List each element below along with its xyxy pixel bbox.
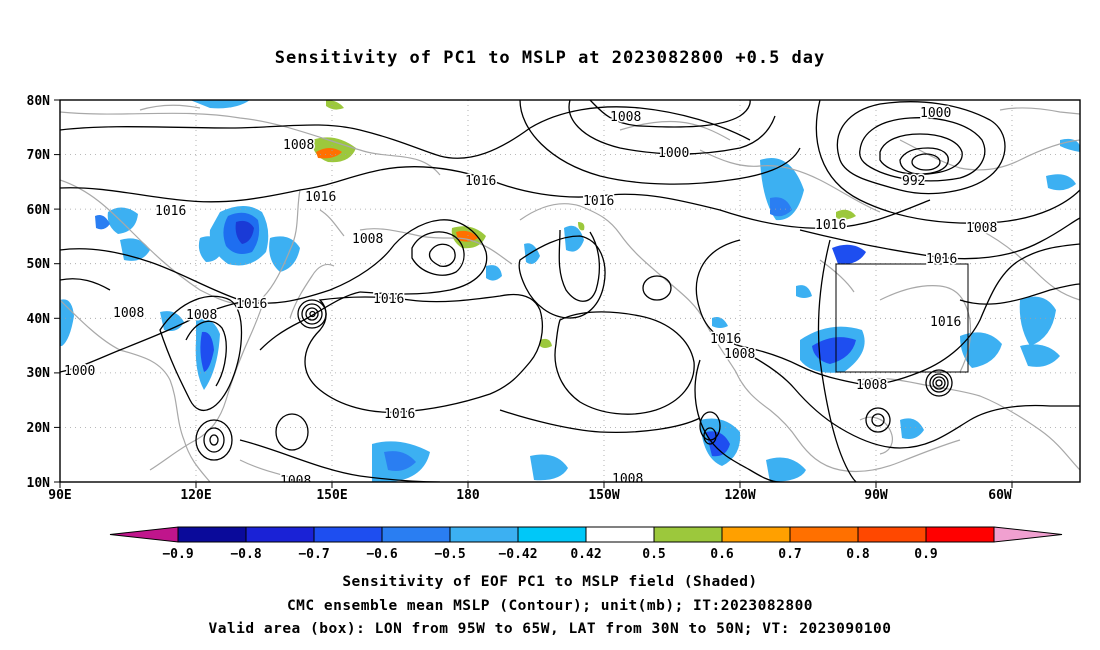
colorbar-swatch bbox=[245, 526, 315, 543]
contour-label: 1016 bbox=[815, 218, 846, 233]
colorbar-swatch bbox=[721, 526, 791, 543]
lon-label: 180 bbox=[456, 488, 480, 503]
contour-label: 1008 bbox=[280, 474, 311, 489]
colorbar-max-arrow bbox=[993, 526, 1063, 543]
colorbar-swatch bbox=[789, 526, 859, 543]
contour-label: 1016 bbox=[465, 174, 496, 189]
contour-label: 992 bbox=[902, 174, 925, 189]
lon-label: 60W bbox=[988, 488, 1012, 503]
contour-label: 1016 bbox=[236, 297, 267, 312]
plot-frame bbox=[59, 99, 1081, 483]
lat-label: 20N bbox=[27, 421, 51, 436]
contour-label: 1008 bbox=[966, 221, 997, 236]
contour-label: 1016 bbox=[930, 315, 961, 330]
contour-label: 1016 bbox=[305, 190, 336, 205]
colorbar-swatch bbox=[177, 526, 247, 543]
colorbar-swatch bbox=[857, 526, 927, 543]
contour-label: 1008 bbox=[856, 378, 887, 393]
colorbar-swatch bbox=[517, 526, 587, 543]
longitude-labels: 90E 120E 150E 180 150W 120W 90W 60W bbox=[48, 488, 1012, 503]
colorbar-label: −0.42 bbox=[498, 547, 537, 562]
valid-area-box bbox=[835, 263, 969, 373]
shaded-sensitivity bbox=[60, 100, 1080, 482]
colorbar-label: −0.8 bbox=[230, 547, 261, 562]
colorbar-label: −0.7 bbox=[298, 547, 329, 562]
contour-label: 1016 bbox=[710, 332, 741, 347]
axis-ticks bbox=[54, 99, 1013, 488]
latitude-labels: 80N 70N 60N 50N 40N 30N 20N 10N bbox=[27, 94, 51, 491]
contour-label: 1016 bbox=[583, 194, 614, 209]
colorbar-label: −0.9 bbox=[162, 547, 193, 562]
lat-label: 50N bbox=[27, 257, 51, 272]
contour-label: 1008 bbox=[186, 308, 217, 323]
coastlines bbox=[60, 104, 1080, 482]
colorbar-label: 0.6 bbox=[710, 547, 734, 562]
lat-label: 60N bbox=[27, 203, 51, 218]
contour-label: 1008 bbox=[352, 232, 383, 247]
lon-label: 120W bbox=[724, 488, 755, 503]
colorbar-swatch bbox=[653, 526, 723, 543]
colorbar-swatch bbox=[925, 526, 995, 543]
contour-label: 1008 bbox=[612, 472, 643, 487]
contour-label: 1000 bbox=[64, 364, 95, 379]
contour-label: 1016 bbox=[373, 292, 404, 307]
colorbar-label: 0.5 bbox=[642, 547, 665, 562]
contour-label: 1000 bbox=[658, 146, 689, 161]
colorbar-label: 0.9 bbox=[914, 547, 937, 562]
contour-label: 1016 bbox=[926, 252, 957, 267]
lon-label: 120E bbox=[180, 488, 211, 503]
lat-label: 30N bbox=[27, 366, 51, 381]
mslp-contours bbox=[60, 100, 1080, 482]
contour-label: 1008 bbox=[113, 306, 144, 321]
map-plot-area: 1008 1000 1016 1016 1016 1008 1016 1016 … bbox=[60, 100, 1080, 489]
caption-line-2: CMC ensemble mean MSLP (Contour); unit(m… bbox=[286, 598, 814, 614]
colorbar-label: 0.8 bbox=[846, 547, 870, 562]
lat-label: 10N bbox=[27, 476, 51, 491]
contour-label: 1008 bbox=[283, 138, 314, 153]
colorbar-label: 0.42 bbox=[570, 547, 601, 562]
lat-label: 40N bbox=[27, 312, 51, 327]
colorbar-swatch bbox=[381, 526, 451, 543]
colorbar-label: 0.7 bbox=[778, 547, 801, 562]
lon-label: 90E bbox=[48, 488, 71, 503]
contour-label: 1008 bbox=[610, 110, 641, 125]
colorbar-min-arrow bbox=[109, 526, 179, 543]
colorbar-label: −0.5 bbox=[434, 547, 465, 562]
contour-label: 1016 bbox=[155, 204, 186, 219]
map-title: Sensitivity of PC1 to MSLP at 2023082800… bbox=[274, 48, 826, 68]
contour-label: 1016 bbox=[384, 407, 415, 422]
lon-label: 90W bbox=[864, 488, 888, 503]
colorbar-label: −0.6 bbox=[366, 547, 397, 562]
lon-label: 150W bbox=[588, 488, 619, 503]
lat-label: 70N bbox=[27, 148, 51, 163]
contour-label: 1008 bbox=[724, 347, 755, 362]
lat-label: 80N bbox=[27, 94, 51, 109]
caption-line-3: Valid area (box): LON from 95W to 65W, L… bbox=[208, 621, 892, 637]
lon-label: 150E bbox=[316, 488, 347, 503]
colorbar bbox=[109, 526, 1063, 543]
colorbar-swatch bbox=[585, 526, 655, 543]
colorbar-swatch bbox=[313, 526, 383, 543]
contour-labels: 1008 1000 1016 1016 1016 1008 1016 1016 … bbox=[63, 105, 999, 489]
contour-label: 1000 bbox=[920, 106, 951, 121]
colorbar-swatch bbox=[449, 526, 519, 543]
caption-line-1: Sensitivity of EOF PC1 to MSLP field (Sh… bbox=[342, 574, 758, 590]
colorbar-labels: −0.9 −0.8 −0.7 −0.6 −0.5 −0.42 0.42 0.5 … bbox=[162, 547, 937, 562]
